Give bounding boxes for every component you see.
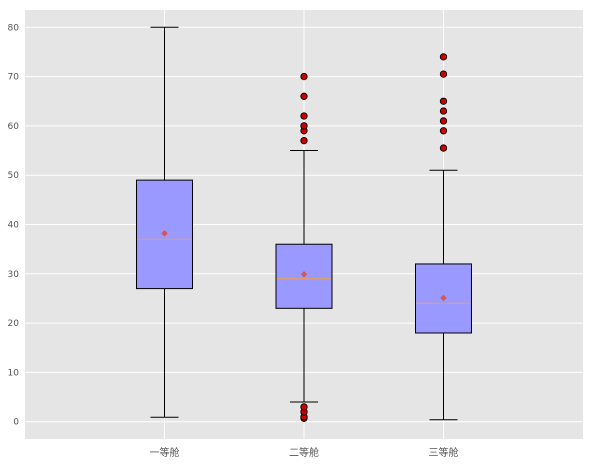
outlier-point <box>300 403 308 411</box>
outlier-point <box>439 97 448 105</box>
outlier-point <box>439 53 448 61</box>
mean-marker <box>440 294 447 302</box>
y-tick-label: 70 <box>8 73 20 83</box>
box-group <box>136 26 193 418</box>
boxes-layer <box>136 26 472 422</box>
y-tick-label: 30 <box>8 270 20 280</box>
y-tick-label: 0 <box>13 418 19 428</box>
x-axis-tick-labels: 一等舱 二等舱 三等舱 <box>150 446 459 459</box>
y-tick-label: 50 <box>8 171 20 181</box>
box-group <box>415 53 472 421</box>
outlier-point <box>300 137 308 145</box>
y-tick-label: 60 <box>8 122 20 132</box>
mean-marker <box>300 271 308 278</box>
y-tick-label: 10 <box>8 368 20 378</box>
outlier-point <box>300 112 308 120</box>
y-tick-label: 40 <box>8 221 20 231</box>
y-tick-label: 20 <box>8 319 20 329</box>
outlier-point <box>439 127 448 135</box>
mean-marker <box>161 230 168 237</box>
x-tick-label: 一等舱 <box>150 446 180 459</box>
y-axis-tick-labels: 0 10 20 30 40 50 60 70 80 <box>8 23 20 427</box>
outlier-point <box>439 107 448 115</box>
outlier-point <box>439 117 448 125</box>
outlier-point <box>439 144 448 152</box>
outlier-point <box>300 72 308 81</box>
x-tick-label: 二等舱 <box>289 446 319 459</box>
outlier-point <box>300 122 308 130</box>
y-tick-label: 80 <box>8 23 20 33</box>
outlier-point <box>439 70 448 78</box>
box-group <box>275 72 333 422</box>
x-tick-label: 三等舱 <box>429 446 459 459</box>
outlier-point <box>300 92 308 100</box>
